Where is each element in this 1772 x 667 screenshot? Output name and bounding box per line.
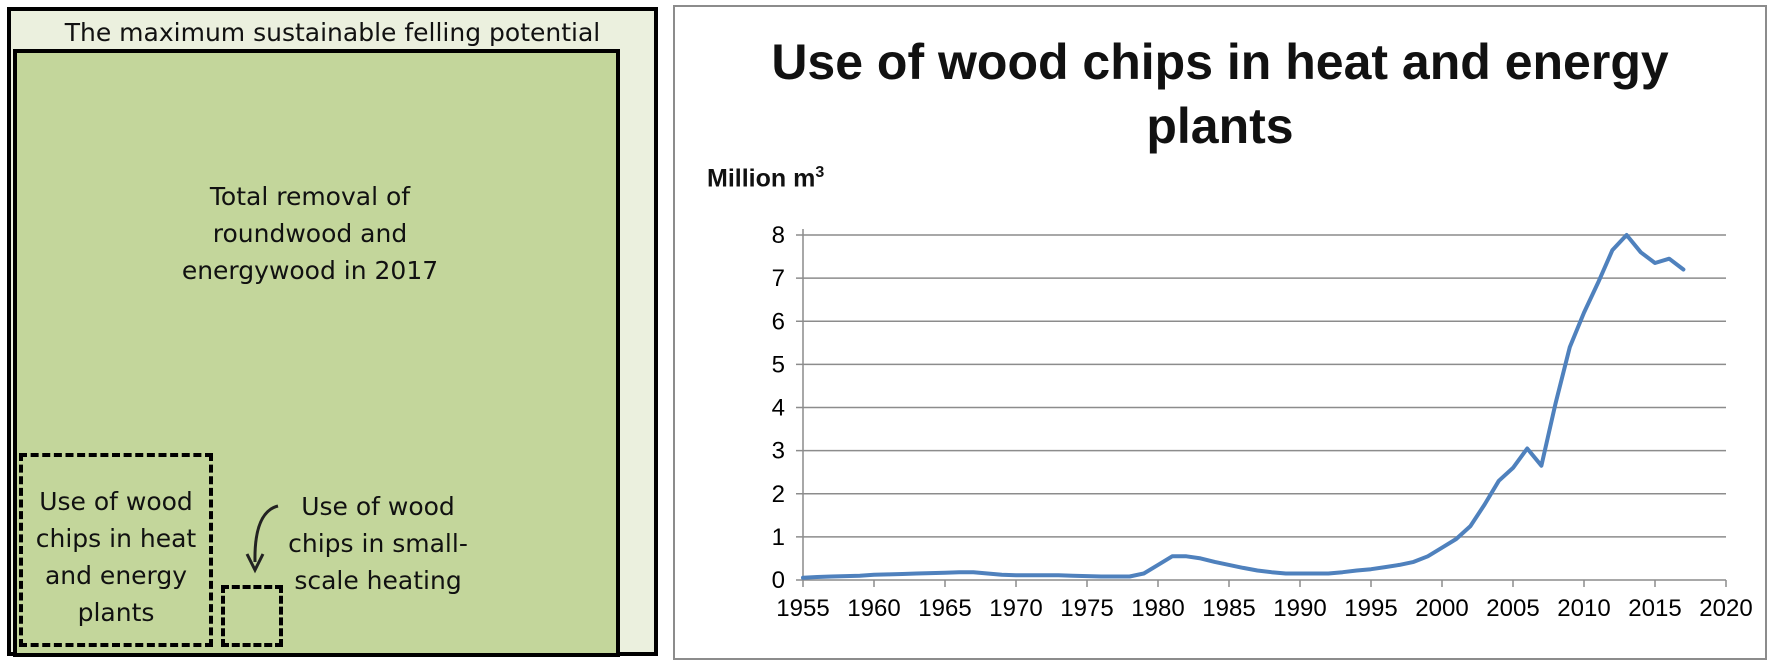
x-tick-label: 1990: [1273, 595, 1326, 622]
x-tick-label: 1970: [989, 595, 1042, 622]
y-tick-label: 4: [772, 395, 785, 422]
x-tick-label: 1965: [918, 595, 971, 622]
total-removal-label: Total removal of roundwood and energywoo…: [181, 182, 439, 285]
curved-arrow-icon: [245, 504, 279, 574]
x-tick-label: 1955: [776, 595, 829, 622]
x-tick-label: 2020: [1699, 595, 1752, 622]
y-tick-label: 6: [772, 308, 785, 335]
y-axis-label-superscript: 3: [815, 164, 825, 181]
x-tick-label: 2000: [1415, 595, 1468, 622]
y-tick-label: 7: [772, 265, 785, 292]
y-tick-label: 8: [772, 222, 785, 249]
x-tick-label: 2005: [1486, 595, 1539, 622]
series-line: [801, 233, 1686, 580]
heat-plants-label: Use of wood chips in heat and energy pla…: [35, 487, 197, 627]
x-tick-label: 1995: [1344, 595, 1397, 622]
chart-frame: [673, 5, 1767, 660]
chart-title: Use of wood chips in heat and energy pla…: [771, 34, 1669, 154]
y-tick-label: 0: [772, 567, 785, 594]
y-tick-label: 2: [772, 481, 785, 508]
small-scale-box: [221, 585, 283, 647]
x-tick-label: 1960: [847, 595, 900, 622]
x-tick-label: 1975: [1060, 595, 1113, 622]
felling-potential-label: The maximum sustainable felling potentia…: [64, 18, 601, 47]
total-removal-box: [13, 49, 620, 657]
x-tick-label: 1985: [1202, 595, 1255, 622]
y-axis-label-text: Million m: [707, 164, 816, 193]
x-tick-label: 1980: [1131, 595, 1184, 622]
small-scale-label: Use of wood chips in small- scale heatin…: [288, 492, 468, 595]
y-tick-label: 3: [772, 438, 785, 465]
x-tick-label: 2015: [1628, 595, 1681, 622]
heat-plants-box: [19, 453, 213, 647]
x-tick-label: 2010: [1557, 595, 1610, 622]
y-axis-label: Million m3: [707, 164, 824, 193]
y-tick-label: 1: [772, 524, 785, 551]
y-tick-label: 5: [772, 351, 785, 378]
